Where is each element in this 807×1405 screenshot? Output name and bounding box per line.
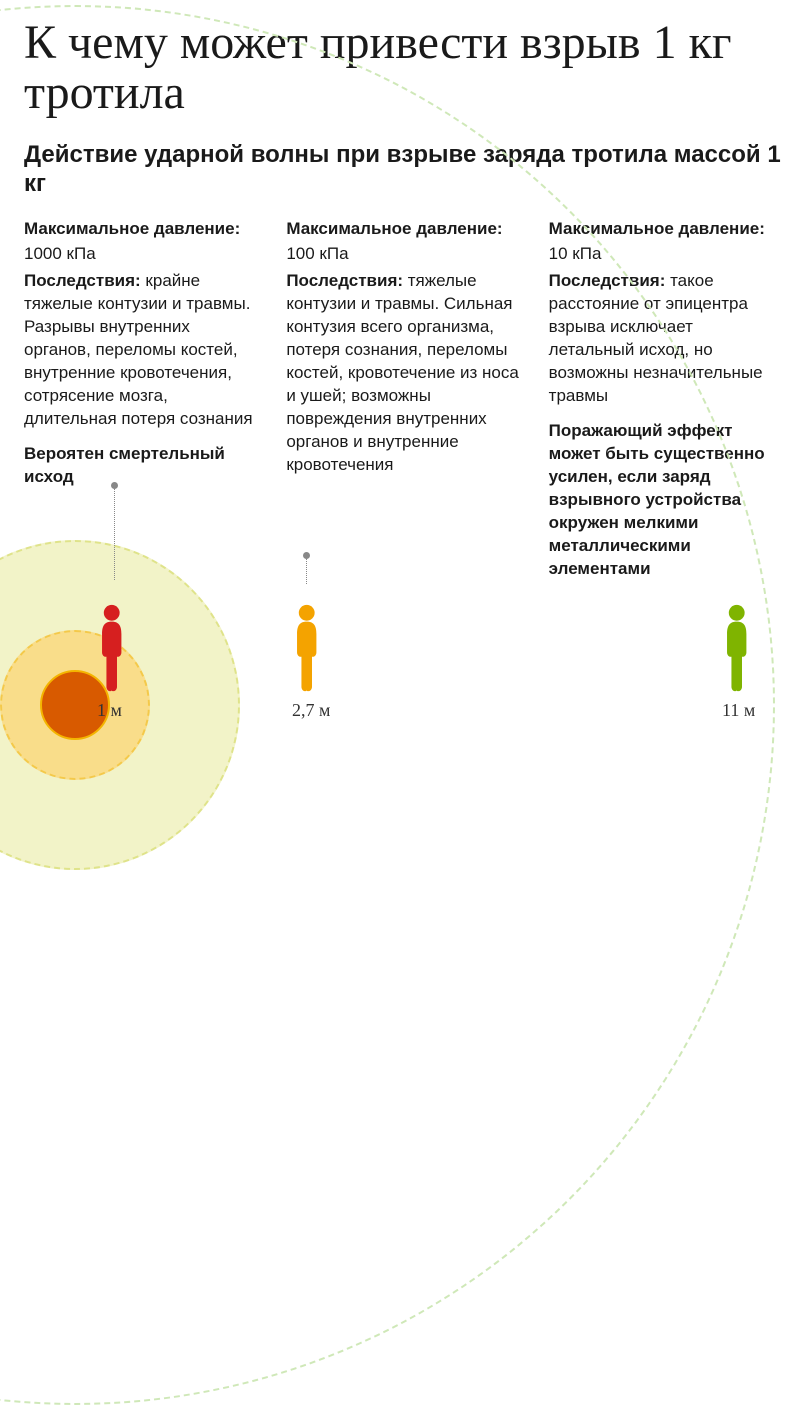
person-icon — [95, 604, 128, 692]
distance-label: 1 м — [97, 700, 122, 721]
person-figure — [290, 604, 323, 697]
pointer-line — [306, 555, 308, 584]
pointer-line — [114, 485, 116, 580]
person-figure — [95, 604, 128, 697]
person-icon — [290, 604, 323, 692]
distance-label: 11 м — [722, 700, 755, 721]
pointer-dot-icon — [303, 552, 310, 559]
blast-diagram: 1 м 2,7 м 11 м — [0, 525, 807, 735]
distance-label: 2,7 м — [292, 700, 330, 721]
pointer-dot-icon — [111, 482, 118, 489]
person-figure — [720, 604, 753, 697]
person-icon — [720, 604, 753, 692]
